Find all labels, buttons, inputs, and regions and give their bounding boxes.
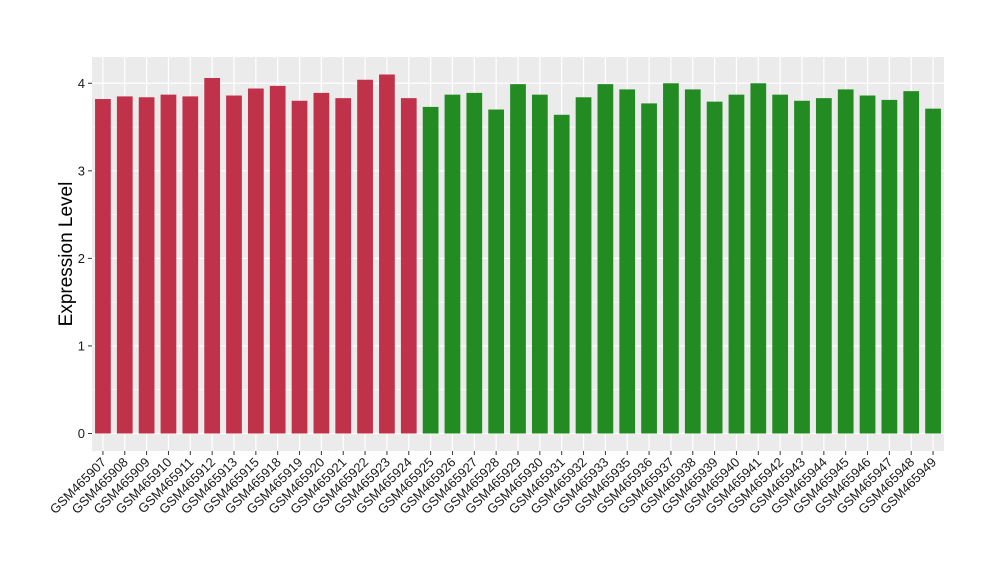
y-tick-label: 3 [78, 163, 85, 178]
bar-GSM465942 [772, 94, 789, 434]
bar-GSM465937 [663, 83, 679, 434]
bar-GSM465929 [510, 84, 526, 434]
bar-GSM465946 [859, 95, 876, 434]
bar-GSM465925 [422, 106, 439, 434]
bar-GSM465940 [728, 94, 745, 434]
bar-GSM465920 [313, 92, 330, 434]
bar-GSM465915 [247, 88, 264, 434]
bar-GSM465919 [291, 100, 308, 434]
bar-GSM465948 [903, 91, 920, 434]
y-tick-label: 0 [78, 426, 85, 441]
bar-GSM465910 [160, 94, 177, 434]
bar-GSM465926 [444, 94, 461, 434]
y-tick-label: 2 [78, 251, 85, 266]
bars [95, 74, 941, 434]
bar-GSM465930 [531, 94, 548, 434]
x-axis-ticks: GSM465907GSM465908GSM465909GSM465910GSM4… [47, 451, 939, 517]
bar-GSM465944 [815, 98, 832, 434]
bar-GSM465928 [488, 109, 505, 434]
y-axis-ticks: 0 1 2 3 4 [78, 76, 92, 441]
bar-GSM465924 [400, 98, 417, 434]
bar-GSM465908 [116, 96, 133, 434]
bar-GSM465947 [881, 99, 898, 434]
bar-GSM465927 [466, 92, 483, 434]
y-tick-label: 4 [78, 76, 85, 91]
bar-GSM465931 [553, 114, 570, 434]
bar-GSM465945 [837, 89, 854, 434]
bar-GSM465922 [357, 79, 373, 434]
bar-GSM465909 [138, 97, 155, 434]
bar-GSM465912 [204, 78, 221, 434]
bar-GSM465941 [750, 83, 767, 434]
bar-GSM465938 [684, 89, 701, 434]
y-axis-title: Expression Level [56, 182, 77, 327]
bar-GSM465911 [182, 96, 199, 434]
bar-GSM465923 [379, 74, 395, 434]
bar-GSM465949 [925, 108, 941, 434]
bar-GSM465921 [335, 98, 352, 434]
bar-GSM465913 [226, 95, 242, 434]
bar-GSM465943 [794, 100, 810, 434]
bar-GSM465939 [706, 101, 723, 434]
bar-GSM465935 [619, 89, 636, 434]
bar-GSM465936 [641, 103, 657, 434]
y-tick-label: 1 [78, 338, 85, 353]
bar-GSM465918 [269, 85, 286, 434]
bar-GSM465933 [597, 84, 614, 434]
bar-GSM465932 [575, 97, 592, 434]
bar-GSM465907 [95, 99, 111, 434]
